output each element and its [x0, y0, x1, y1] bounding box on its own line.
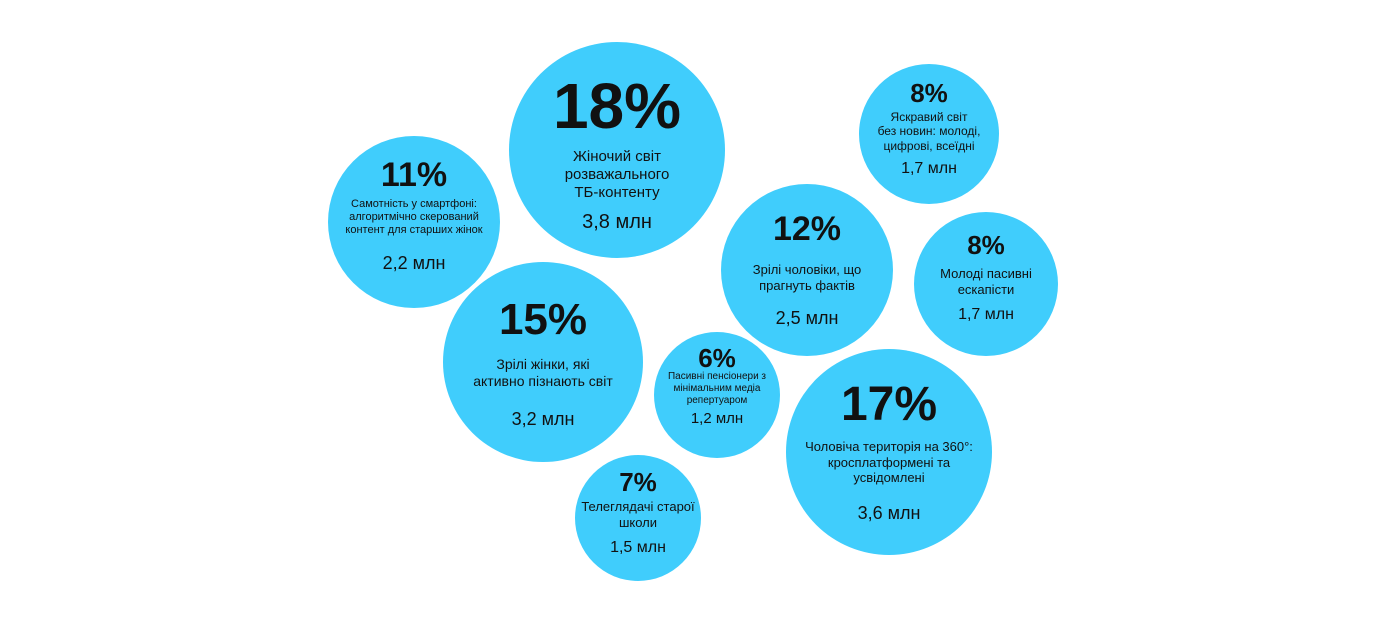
bubble-percent: 8%: [967, 230, 1005, 260]
bubble-label-line: Самотність у смартфоні:: [351, 198, 477, 210]
bubble-label-line: кросплатформені та: [827, 454, 951, 470]
bubble-label: Чоловіча територія на 360°: кросплатформе…: [805, 439, 973, 486]
bubble-label-line: Яскравий світ: [890, 110, 968, 124]
bubble-count: 1,7 млн: [958, 306, 1014, 324]
bubble-mature-women-explorers: 15% Зрілі жінки, які активно пізнають світ…: [443, 262, 643, 462]
bubble-label-line: школи: [618, 514, 658, 530]
bubble-mature-men-facts: 12% Зрілі чоловіки, що прагнуть фактів 2,5 …: [721, 184, 893, 356]
bubble-count: 3,6 млн: [857, 502, 921, 523]
bubble-label-line: ескапісти: [957, 281, 1015, 297]
bubble-label-line: Чоловіча територія на 360°:: [805, 439, 973, 454]
bubble-count: 3,8 млн: [582, 211, 652, 233]
bubble-smartphone-loneliness: 11% Самотність у смартфоні: алгоритмічно с…: [328, 136, 500, 308]
bubble-label-line: контент для старших жінок: [345, 224, 483, 237]
bubble-label-line: прагнуть фактів: [759, 277, 855, 293]
bubble-label: Телеглядачі старої школи: [581, 499, 694, 530]
bubble-count: 1,2 млн: [690, 410, 744, 427]
bubble-bright-world-no-news: 8% Яскравий світ без новин: молоді, цифрові…: [859, 64, 999, 204]
bubble-percent: 11%: [380, 156, 448, 194]
bubble-label-line: Зрілі чоловіки, що: [752, 262, 862, 277]
bubble-label: Самотність у смартфоні: алгоритмічно скер…: [345, 198, 482, 238]
bubble-women-tv-entertainment: 18% Жіночий світ розважального ТБ-контенту 3…: [509, 42, 725, 258]
bubble-label-line: Зрілі жінки, які: [496, 356, 590, 372]
bubble-label: Зрілі жінки, які активно пізнають світ: [473, 356, 613, 390]
bubble-count: 1,7 млн: [901, 160, 957, 178]
bubble-percent: 17%: [840, 378, 938, 431]
bubble-percent: 6%: [698, 343, 736, 373]
bubble-label-line: мінімальним медіа: [673, 383, 761, 394]
bubble-label-line: без новин: молоді,: [877, 124, 981, 139]
bubble-count: 3,2 млн: [511, 408, 575, 429]
bubble-label-line: Телеглядачі старої: [581, 499, 695, 514]
bubble-label-line: репертуаром: [686, 395, 748, 406]
bubble-count: 2,2 млн: [382, 252, 446, 273]
bubble-percent: 7%: [619, 467, 657, 497]
bubble-label: Яскравий світ без новин: молоді, цифрові, …: [878, 110, 981, 153]
bubble-percent: 12%: [772, 210, 842, 248]
bubble-label-line: Пасивні пенсіонери з: [667, 371, 767, 382]
bubble-label: Молоді пасивні ескапісти: [940, 266, 1032, 297]
bubble-men-360-territory: 17% Чоловіча територія на 360°: кросплатфо…: [786, 349, 992, 555]
bubble-young-passive-escapists: 8% Молоді пасивні ескапісти 1,7 млн: [914, 212, 1058, 356]
bubble-percent: 8%: [910, 78, 948, 108]
bubble-count: 1,5 млн: [610, 539, 666, 557]
bubble-label-line: Жіночий світ: [573, 148, 661, 165]
bubble-label-line: активно пізнають світ: [473, 372, 613, 389]
bubble-percent: 15%: [498, 295, 588, 344]
bubble-label-line: усвідомлені: [853, 470, 925, 486]
bubble-label: Зрілі чоловіки, що прагнуть фактів: [753, 262, 861, 293]
bubble-label-line: цифрові, всеїдні: [883, 138, 975, 153]
bubble-percent: 18%: [552, 70, 682, 142]
bubble-label-line: алгоритмічно скерований: [349, 211, 479, 224]
bubble-old-school-viewers: 7% Телеглядачі старої школи 1,5 млн: [575, 455, 701, 581]
bubble-label: Пасивні пенсіонери з мінімальним медіа реп…: [668, 371, 766, 407]
bubble-label: Жіночий світ розважального ТБ-контенту: [565, 148, 670, 202]
bubble-count: 2,5 млн: [775, 308, 839, 329]
bubble-label-line: Молоді пасивні: [940, 266, 1032, 281]
bubble-label-line: ТБ-контенту: [574, 184, 660, 201]
bubble-label-line: розважального: [564, 166, 670, 183]
bubble-passive-pensioners: 6% Пасивні пенсіонери з мінімальним медіа р…: [654, 332, 780, 458]
